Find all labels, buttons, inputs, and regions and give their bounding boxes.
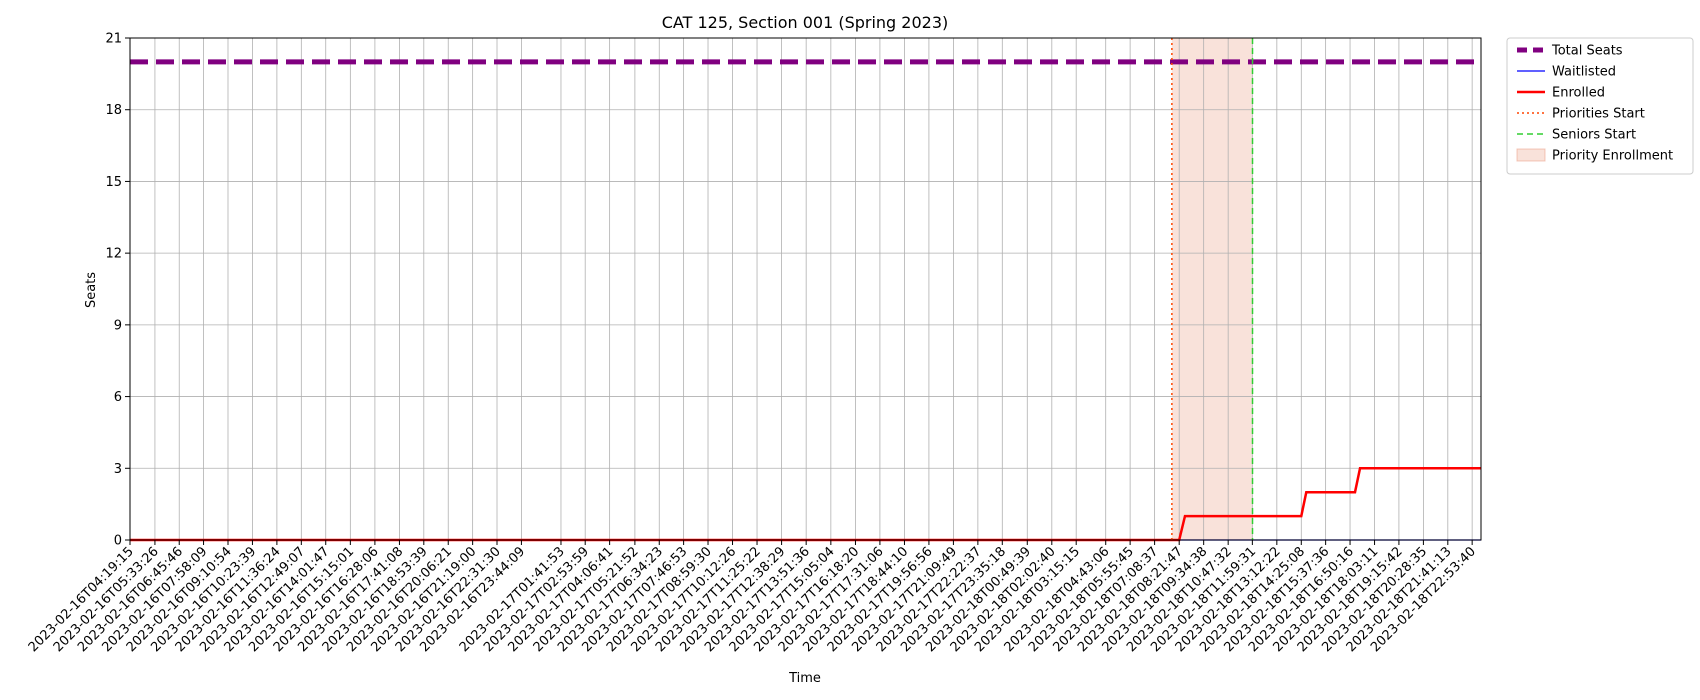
legend-label: Enrolled bbox=[1552, 86, 1605, 101]
legend-frame bbox=[1506, 37, 1694, 175]
x-axis-label: Time bbox=[788, 671, 821, 686]
y-tick-label: 15 bbox=[105, 175, 122, 190]
legend-label: Total Seats bbox=[1551, 44, 1623, 59]
y-tick-label: 0 bbox=[114, 534, 122, 549]
legend-swatch-priority-enrollment bbox=[1516, 148, 1546, 162]
legend: Total Seats Waitlisted Enrolled Priorities … bbox=[1506, 37, 1694, 175]
plot-area: 0369121518212023-02-16T04:19:152023-02-1… bbox=[26, 32, 1482, 655]
legend-label: Waitlisted bbox=[1552, 65, 1616, 80]
y-tick-label: 9 bbox=[114, 318, 122, 333]
plot-frame bbox=[129, 37, 1482, 541]
y-tick-label: 3 bbox=[114, 462, 122, 477]
chart-title: CAT 125, Section 001 (Spring 2023) bbox=[662, 13, 949, 32]
legend-label: Priorities Start bbox=[1552, 107, 1645, 122]
y-tick-label: 18 bbox=[105, 103, 122, 118]
y-axis-label: Seats bbox=[84, 272, 99, 308]
y-tick-label: 6 bbox=[114, 390, 122, 405]
y-tick-label: 12 bbox=[105, 247, 122, 262]
series-line-enrolled bbox=[130, 467, 1481, 542]
legend-label: Seniors Start bbox=[1552, 128, 1636, 143]
y-tick-label: 21 bbox=[105, 32, 122, 47]
priority-enrollment-span bbox=[1171, 38, 1253, 540]
legend-label: Priority Enrollment bbox=[1552, 149, 1673, 164]
